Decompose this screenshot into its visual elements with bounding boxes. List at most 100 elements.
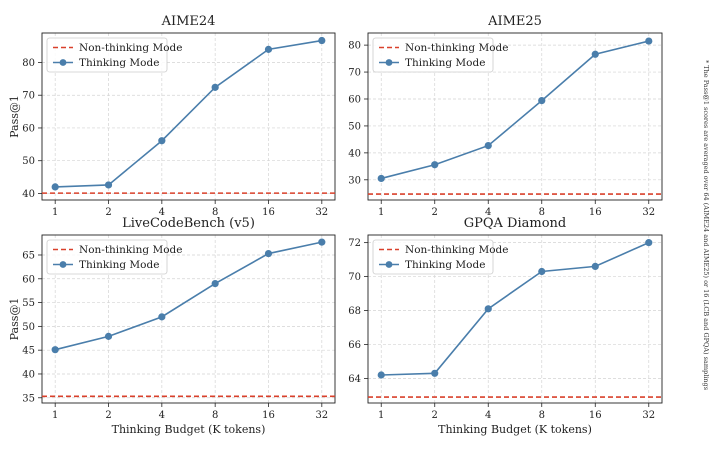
thinking-mode-point xyxy=(318,238,326,246)
y-tick-label: 68 xyxy=(348,306,361,317)
y-tick-label: 80 xyxy=(348,41,361,52)
y-tick-label: 60 xyxy=(22,123,35,134)
y-tick-label: 80 xyxy=(22,58,35,69)
x-tick-label: 16 xyxy=(589,410,602,421)
chart-title: GPQA Diamond xyxy=(464,216,567,231)
x-tick-label: 1 xyxy=(378,410,384,421)
y-tick-label: 40 xyxy=(22,189,35,200)
thinking-mode-point xyxy=(51,346,59,354)
x-tick-label: 4 xyxy=(159,410,165,421)
y-tick-label: 40 xyxy=(22,369,35,380)
y-tick-label: 66 xyxy=(348,340,361,351)
x-tick-label: 8 xyxy=(212,207,218,218)
thinking-mode-point xyxy=(264,45,273,53)
thinking-mode-point xyxy=(104,181,113,189)
thinking-mode-line xyxy=(381,241,650,376)
x-axis-label: Thinking Budget (K tokens) xyxy=(112,423,266,436)
thinking-mode-point xyxy=(484,305,492,313)
plot-frame xyxy=(41,32,336,201)
x-tick-label: 8 xyxy=(539,207,545,218)
legend-swatch-thinking-marker xyxy=(59,59,67,66)
plot-frame xyxy=(41,234,336,404)
chart-panel-4: 1 2 4 8 16 32 64 66 68 70 72 GPQA Diamond Thinking B… xyxy=(348,216,663,436)
thinking-mode-point xyxy=(158,137,166,145)
legend: Non-thinking Mode Thinking Mode xyxy=(372,37,508,73)
legend-box xyxy=(46,239,168,275)
legend-label-thinking: Thinking Mode xyxy=(79,57,159,69)
x-tick-label: 4 xyxy=(485,207,491,218)
y-tick-label: 64 xyxy=(348,374,361,385)
x-tick-label: 2 xyxy=(105,207,111,218)
legend-swatch-thinking-marker xyxy=(385,59,393,66)
thinking-mode-point xyxy=(484,141,492,150)
thinking-mode-point xyxy=(318,36,326,45)
thinking-mode-line xyxy=(381,40,649,180)
legend: Non-thinking Mode Thinking Mode xyxy=(372,239,508,275)
x-tick-label: 1 xyxy=(52,410,58,421)
y-tick-label: 60 xyxy=(348,94,361,105)
y-tick-label: 72 xyxy=(348,238,361,249)
chart-panel-1: 1 2 4 8 16 32 40 50 60 70 80 AIME24 Pass@1 Non-thinki… xyxy=(8,14,336,218)
x-tick-label: 32 xyxy=(642,410,655,421)
thinking-mode-point xyxy=(538,267,546,276)
thinking-mode-point xyxy=(377,174,385,183)
x-axis-label: Thinking Budget (K tokens) xyxy=(438,423,592,436)
footnote: * The Pass@1 scores are averaged over 64… xyxy=(702,60,710,390)
legend-label-non-thinking: Non-thinking Mode xyxy=(405,42,508,54)
chart-title: AIME25 xyxy=(487,14,542,29)
x-tick-label: 2 xyxy=(105,410,111,421)
thinking-mode-point xyxy=(211,279,219,288)
legend-box xyxy=(372,239,494,275)
chart-panel-2: 1 2 4 8 16 32 30 40 50 60 70 80 AIME25 Non-thinking M… xyxy=(348,14,663,218)
thinking-mode-point xyxy=(377,371,385,379)
x-tick-label: 16 xyxy=(262,410,275,421)
x-tick-label: 32 xyxy=(315,410,328,421)
x-tick-label: 1 xyxy=(378,207,384,218)
y-tick-label: 70 xyxy=(348,272,361,283)
legend-label-thinking: Thinking Mode xyxy=(79,259,159,271)
x-tick-label: 16 xyxy=(589,207,602,218)
x-tick-label: 8 xyxy=(212,410,218,421)
thinking-mode-line xyxy=(55,39,322,188)
legend-label-thinking: Thinking Mode xyxy=(405,259,485,271)
thinking-mode-point xyxy=(591,262,599,270)
y-tick-label: 60 xyxy=(22,274,35,285)
y-tick-label: 70 xyxy=(22,91,35,102)
thinking-mode-point xyxy=(645,37,653,45)
thinking-mode-point xyxy=(51,183,59,191)
y-tick-label: 55 xyxy=(22,298,35,309)
y-tick-label: 50 xyxy=(22,156,35,167)
legend-swatch-thinking-marker xyxy=(59,261,67,268)
legend-label-non-thinking: Non-thinking Mode xyxy=(79,244,182,256)
x-tick-label: 2 xyxy=(432,207,438,218)
x-tick-label: 4 xyxy=(159,207,165,218)
y-axis-label: Pass@1 xyxy=(8,95,21,138)
legend: Non-thinking Mode Thinking Mode xyxy=(46,37,182,73)
x-tick-label: 1 xyxy=(52,207,58,218)
thinking-mode-point xyxy=(264,249,273,258)
x-tick-label: 16 xyxy=(262,207,275,218)
x-tick-label: 2 xyxy=(432,410,438,421)
thinking-mode-point xyxy=(591,50,599,58)
legend-label-non-thinking: Non-thinking Mode xyxy=(405,244,508,256)
thinking-mode-point xyxy=(211,83,219,91)
legend-label-thinking: Thinking Mode xyxy=(405,57,485,69)
y-tick-label: 50 xyxy=(348,121,361,132)
legend-swatch-thinking-marker xyxy=(385,261,393,268)
y-tick-label: 40 xyxy=(348,148,361,159)
x-tick-label: 32 xyxy=(642,207,655,218)
plot-frame xyxy=(367,234,663,404)
y-tick-label: 70 xyxy=(348,68,361,79)
y-tick-label: 50 xyxy=(22,322,35,333)
thinking-mode-line xyxy=(54,241,322,351)
thinking-mode-point xyxy=(104,332,113,340)
y-tick-label: 45 xyxy=(22,346,35,357)
thinking-mode-point xyxy=(431,369,439,377)
legend-box xyxy=(46,37,168,73)
x-tick-label: 32 xyxy=(315,207,328,218)
x-tick-label: 8 xyxy=(539,410,545,421)
y-tick-label: 30 xyxy=(348,175,361,186)
legend: Non-thinking Mode Thinking Mode xyxy=(46,239,182,275)
x-tick-label: 4 xyxy=(485,410,491,421)
